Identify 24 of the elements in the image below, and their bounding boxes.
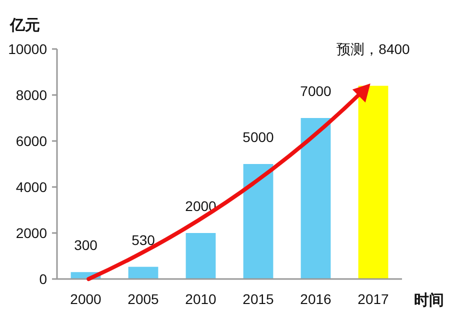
x-tick-label: 2017 xyxy=(358,291,390,307)
y-tick-label: 0 xyxy=(39,271,48,287)
bar xyxy=(186,233,216,279)
data-label: 预测，8400 xyxy=(336,40,410,57)
y-tick-label: 10000 xyxy=(8,41,48,57)
bar xyxy=(358,86,388,279)
data-label: 300 xyxy=(74,237,98,254)
y-tick-label: 6000 xyxy=(16,133,48,149)
y-tick-label: 2000 xyxy=(16,225,48,241)
x-tick-label: 2000 xyxy=(70,291,102,307)
x-tick-label: 2010 xyxy=(185,291,217,307)
bar xyxy=(300,118,331,279)
x-tick-label: 2016 xyxy=(300,291,332,307)
data-label: 530 xyxy=(132,232,156,248)
y-tick-label: 4000 xyxy=(16,179,48,195)
data-label: 5000 xyxy=(242,129,274,145)
x-axis-title: 时间 xyxy=(414,292,444,309)
data-label: 7000 xyxy=(300,83,332,99)
y-axis-title: 亿元 xyxy=(9,17,40,34)
y-tick-label: 8000 xyxy=(16,87,48,103)
x-tick-label: 2005 xyxy=(128,291,160,307)
x-tick-label: 2015 xyxy=(242,291,274,307)
bar xyxy=(243,164,274,279)
bar xyxy=(128,266,158,279)
